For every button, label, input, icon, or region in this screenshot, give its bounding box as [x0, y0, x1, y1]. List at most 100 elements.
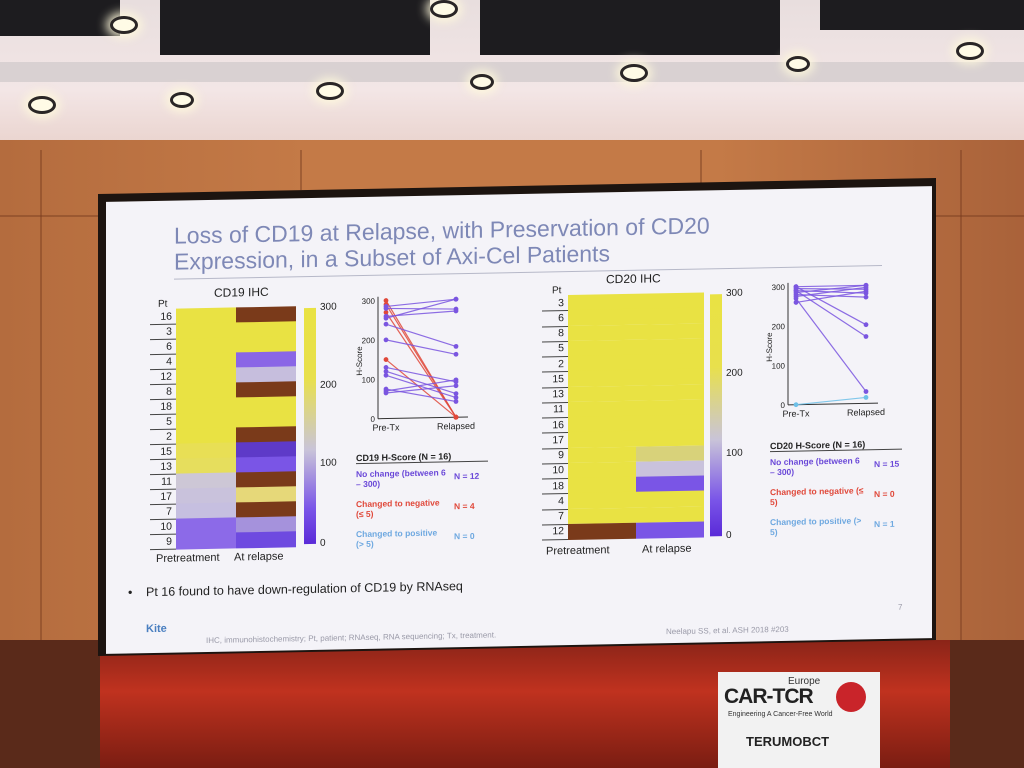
- cd19-heat-cell-relapse: [236, 486, 296, 503]
- cd20-colorbar-tick: 0: [726, 529, 732, 542]
- cd19-heat-cell-pre: [176, 382, 236, 400]
- cd19-x-tick-post: Relapsed: [437, 421, 475, 432]
- page-number: 7: [898, 602, 903, 612]
- cd20-patient-line: [796, 284, 866, 288]
- cd20-row-no-change-label: No change (between 6 – 300): [770, 455, 860, 478]
- cd20-x-label-post: At relapse: [642, 542, 692, 556]
- wall-seam: [960, 150, 962, 640]
- cd19-patient-label: 2: [166, 430, 172, 443]
- cd19-x-tick-pre: Pre-Tx: [373, 422, 400, 433]
- cd20-point-pre: [793, 402, 799, 408]
- cd19-heat-cell-relapse: [236, 366, 296, 383]
- cd20-colorbar: [710, 294, 722, 537]
- cd20-point-post: [863, 395, 869, 400]
- cd20-row-negative-label: Changed to negative (≤ 5): [770, 485, 864, 508]
- cd19-heat-cell-relapse: [236, 516, 296, 533]
- cd19-patient-label: 15: [160, 445, 172, 458]
- cd19-patient-line: [385, 359, 457, 418]
- cd20-point-post: [863, 389, 869, 394]
- cd19-point-pre: [383, 368, 389, 374]
- cd19-patient-label: 6: [166, 340, 172, 353]
- cd20-patient-label: 7: [558, 510, 564, 523]
- cd19-heat-cell-relapse: [236, 471, 296, 488]
- cd20-patient-line: [795, 396, 867, 406]
- cd19-point-pre: [383, 321, 389, 327]
- cd19-point-post: [453, 296, 459, 302]
- cd19-heat-cell-pre: [176, 322, 236, 340]
- cd19-point-post: [453, 377, 459, 383]
- cd19-patient-label: 13: [160, 460, 172, 473]
- kite-logo: Kite: [146, 622, 167, 636]
- cd19-point-pre: [383, 357, 389, 362]
- ceiling-light: [430, 0, 458, 18]
- cd19-hscore-chart: 300 200 100 0 H-Score Pre-Tx Relapsed: [356, 296, 475, 433]
- ceiling-grid: [160, 0, 430, 55]
- cd19-y-tick: 300: [362, 297, 376, 306]
- cd19-point-pre: [383, 337, 389, 343]
- cd19-patient-label: 9: [166, 535, 172, 548]
- cd19-y-tick: 0: [371, 415, 376, 424]
- cd19-patient-label: 18: [160, 400, 172, 413]
- cd19-heat-cell-pre: [176, 442, 236, 460]
- cd19-heat-cell-pre: [176, 412, 236, 430]
- cd19-heat-cell-pre: [176, 517, 236, 535]
- cd19-patient-label: 12: [160, 370, 172, 383]
- cd19-heat-cell-pre: [176, 487, 236, 505]
- cd19-point-pre: [383, 306, 389, 311]
- cd20-point-post: [863, 288, 869, 294]
- cd19-patient-label: 10: [160, 520, 172, 533]
- cd19-point-post: [453, 351, 459, 357]
- cd20-hscore-chart: 300 200 100 0 H-Score Pre-Tx Relapsed: [766, 282, 885, 419]
- cd20-patient-line: [795, 290, 867, 304]
- cd19-heat-cell-relapse: [236, 321, 296, 338]
- ceiling-grid: [820, 0, 1024, 30]
- cd20-point-post: [863, 294, 869, 300]
- cd19-patient-line: [385, 370, 457, 395]
- slide-footnote: IHC, immunohistochemistry; Pt, patient; …: [206, 630, 497, 646]
- cd20-patient-line: [795, 284, 867, 294]
- cd20-row-positive-value: N = 1: [874, 518, 895, 530]
- cd19-colorbar: [304, 307, 316, 545]
- cd19-row-negative-label: Changed to negative (≤ 5): [356, 497, 440, 520]
- cd19-heat-cell-relapse: [236, 426, 296, 443]
- cd20-colorbar-tick: 200: [726, 367, 743, 380]
- cd19-patient-line: [385, 385, 457, 394]
- cd19-patient-divider: [150, 548, 176, 551]
- cd19-patient-line: [385, 339, 457, 355]
- cd19-patient-line: [385, 374, 457, 399]
- cd19-point-post: [453, 395, 459, 400]
- cd19-patient-line: [385, 298, 457, 308]
- cd19-colorbar-tick: 200: [320, 379, 337, 391]
- cd19-patient-label: 7: [166, 505, 172, 518]
- cd20-patient-label: 11: [553, 403, 564, 416]
- cd19-y-tick: 200: [362, 336, 376, 345]
- cd20-patient-label: 9: [558, 449, 564, 462]
- cd19-colorbar-tick: 0: [320, 537, 326, 549]
- cd20-patient-label: 10: [552, 464, 564, 477]
- cd19-patient-label: 16: [160, 310, 172, 323]
- banner-europe: Europe: [788, 676, 821, 687]
- cd20-patient-label: 12: [552, 525, 564, 538]
- cd19-point-post: [453, 344, 459, 349]
- cd20-patient-line: [795, 286, 867, 298]
- cd19-patient-label: 11: [161, 475, 172, 488]
- ceiling-beam: [0, 62, 1024, 82]
- conference-banner: Europe CAR-TCR Engineering A Cancer-Free…: [718, 672, 880, 768]
- cd19-y-label: H-Score: [356, 346, 364, 376]
- cd20-row-positive-label: Changed to positive (> 5): [770, 515, 862, 538]
- cd20-patient-divider: [542, 539, 568, 541]
- cd19-point-pre: [383, 372, 389, 378]
- ceiling-light: [786, 56, 810, 72]
- cd19-heat-cell-pre: [176, 427, 236, 445]
- cd20-y-tick: 100: [772, 362, 786, 371]
- cd20-y-label: H-Score: [766, 332, 774, 362]
- cd19-point-pre: [383, 365, 389, 370]
- cd19-colorbar-tick: 300: [320, 301, 337, 313]
- bullet-marker: •: [128, 585, 133, 600]
- ceiling-light: [316, 82, 344, 100]
- cd20-patient-label: 13: [552, 388, 564, 401]
- ceiling-grid: [480, 0, 780, 55]
- cd19-patient-label: 17: [160, 490, 172, 503]
- cd20-colorbar-tick: 100: [726, 447, 743, 460]
- cd19-heatmap: [176, 306, 296, 550]
